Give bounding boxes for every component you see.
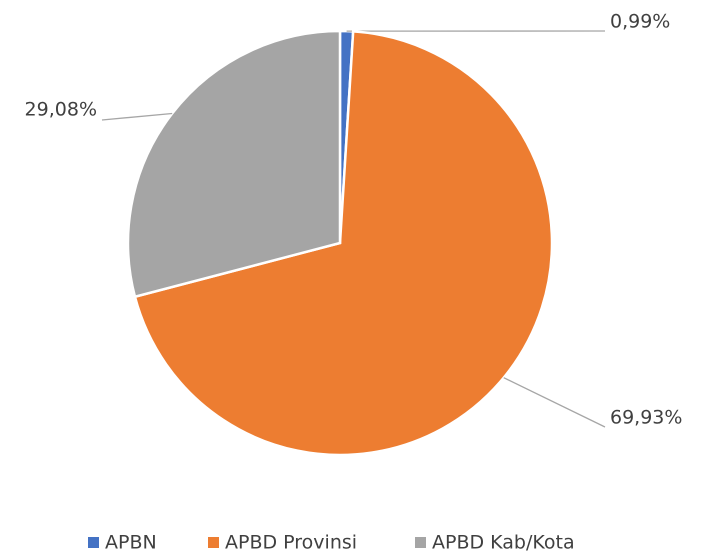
legend-swatch [415, 537, 426, 548]
legend-label: APBD Provinsi [225, 532, 357, 554]
leader-line [503, 377, 606, 428]
legend-label: APBN [105, 532, 157, 554]
data-label: 69,93% [610, 407, 682, 429]
legend-swatch [208, 537, 219, 548]
data-label: 0,99% [610, 11, 670, 33]
leader-line [101, 112, 173, 121]
data-label: 29,08% [25, 99, 97, 121]
legend-swatch [88, 537, 99, 548]
pie-slice [133, 30, 554, 457]
legend-label: APBD Kab/Kota [432, 532, 575, 554]
